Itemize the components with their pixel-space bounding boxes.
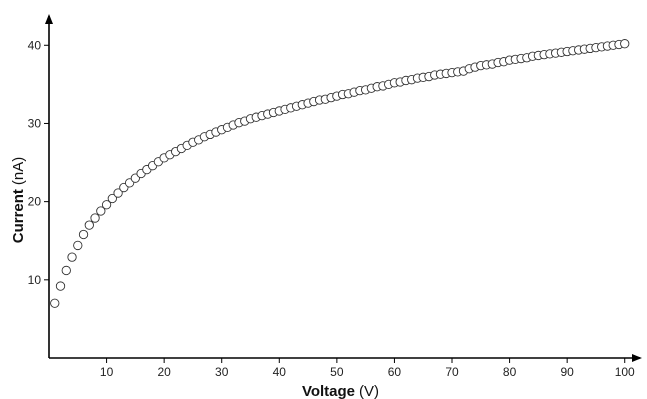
data-point [51, 299, 59, 307]
y-tick-label: 40 [28, 38, 42, 52]
x-tick-label: 50 [330, 365, 344, 379]
y-tick-label: 10 [28, 273, 42, 287]
data-point [621, 40, 629, 48]
x-axis-arrow [632, 354, 642, 362]
y-axis-title-main: Current [10, 189, 27, 243]
data-point [79, 230, 87, 238]
x-tick-label: 90 [560, 365, 574, 379]
data-point [85, 221, 93, 229]
x-tick-label: 80 [503, 365, 517, 379]
data-point [68, 253, 76, 261]
data-point [91, 214, 99, 222]
x-tick-label: 10 [100, 365, 114, 379]
x-tick-label: 60 [388, 365, 402, 379]
axes [45, 14, 642, 362]
x-tick-label: 30 [215, 365, 229, 379]
data-point [56, 282, 64, 290]
y-axis-arrow [45, 14, 53, 24]
ticks: 10 20 30 40 50 60 70 80 90 100 10 20 30 40 [28, 38, 635, 379]
data-point [62, 266, 70, 274]
data-points [51, 40, 629, 308]
x-tick-label: 40 [273, 365, 287, 379]
x-tick-label: 70 [445, 365, 459, 379]
y-tick-label: 30 [28, 116, 42, 130]
x-axis-title-unit: (V) [359, 383, 379, 399]
data-point [74, 241, 82, 249]
y-axis-title-unit: (nA) [10, 157, 27, 185]
y-axis-title: Current (nA) [10, 157, 27, 244]
x-axis-title: Voltage (V) [302, 383, 379, 399]
x-tick-label: 100 [615, 365, 635, 379]
x-tick-label: 20 [157, 365, 171, 379]
x-axis-title-main: Voltage [302, 383, 355, 399]
y-tick-label: 20 [28, 195, 42, 209]
